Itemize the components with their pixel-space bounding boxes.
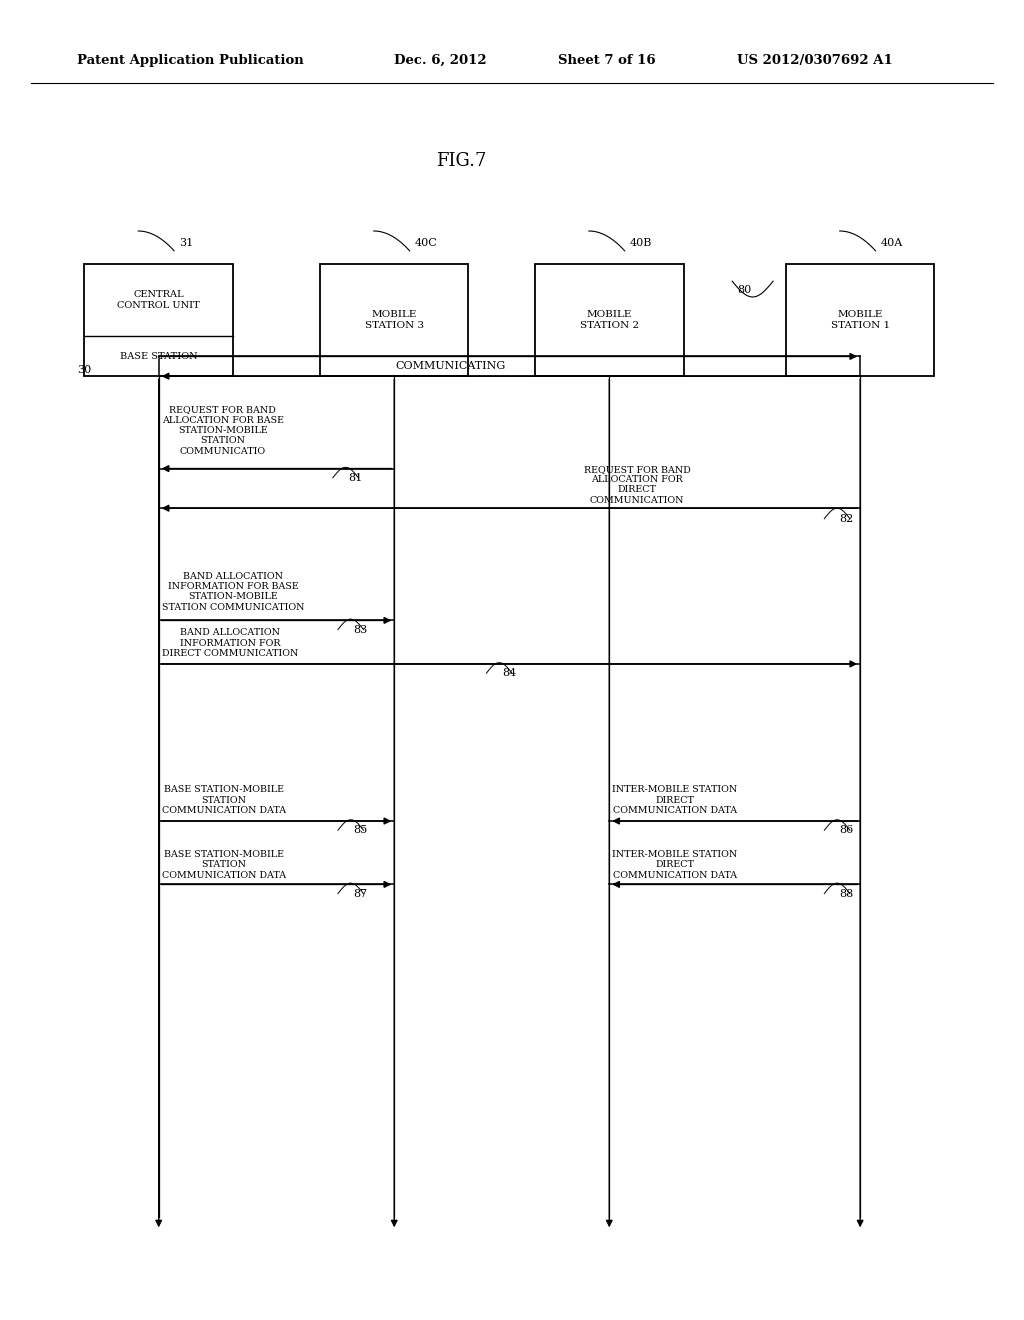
Text: Patent Application Publication: Patent Application Publication [77, 54, 303, 67]
Text: 80: 80 [737, 285, 752, 296]
Text: BAND ALLOCATION
INFORMATION FOR BASE
STATION-MOBILE
STATION COMMUNICATION: BAND ALLOCATION INFORMATION FOR BASE STA… [162, 572, 304, 611]
Text: 30: 30 [77, 364, 91, 375]
Text: FIG.7: FIG.7 [435, 152, 486, 170]
Text: INTER-MOBILE STATION
DIRECT
COMMUNICATION DATA: INTER-MOBILE STATION DIRECT COMMUNICATIO… [612, 850, 737, 880]
Text: CENTRAL
CONTROL UNIT: CENTRAL CONTROL UNIT [118, 290, 200, 310]
Text: 40A: 40A [881, 238, 903, 248]
Text: 82: 82 [840, 513, 854, 524]
Bar [84, 264, 232, 376]
Text: 86: 86 [840, 825, 854, 836]
Text: MOBILE
STATION 3: MOBILE STATION 3 [365, 310, 424, 330]
Text: COMMUNICATING: COMMUNICATING [395, 360, 506, 371]
Text: 83: 83 [353, 624, 368, 635]
Text: Dec. 6, 2012: Dec. 6, 2012 [394, 54, 486, 67]
Bar [535, 264, 684, 376]
Text: MOBILE
STATION 2: MOBILE STATION 2 [580, 310, 639, 330]
Text: 87: 87 [353, 888, 368, 899]
Text: BASE STATION: BASE STATION [120, 351, 198, 360]
Text: REQUEST FOR BAND
ALLOCATION FOR
DIRECT
COMMUNICATION: REQUEST FOR BAND ALLOCATION FOR DIRECT C… [584, 465, 690, 504]
Text: BASE STATION-MOBILE
STATION
COMMUNICATION DATA: BASE STATION-MOBILE STATION COMMUNICATIO… [162, 785, 286, 816]
Text: INTER-MOBILE STATION
DIRECT
COMMUNICATION DATA: INTER-MOBILE STATION DIRECT COMMUNICATIO… [612, 785, 737, 816]
Bar [319, 264, 469, 376]
Text: 81: 81 [348, 473, 362, 483]
Text: 88: 88 [840, 888, 854, 899]
Text: REQUEST FOR BAND
ALLOCATION FOR BASE
STATION-MOBILE
STATION
COMMUNICATIO: REQUEST FOR BAND ALLOCATION FOR BASE STA… [162, 405, 284, 455]
Text: 85: 85 [353, 825, 368, 836]
Text: BAND ALLOCATION
INFORMATION FOR
DIRECT COMMUNICATION: BAND ALLOCATION INFORMATION FOR DIRECT C… [162, 628, 298, 659]
Text: BASE STATION-MOBILE
STATION
COMMUNICATION DATA: BASE STATION-MOBILE STATION COMMUNICATIO… [162, 850, 286, 880]
Text: US 2012/0307692 A1: US 2012/0307692 A1 [737, 54, 893, 67]
Text: 31: 31 [179, 238, 194, 248]
Text: Sheet 7 of 16: Sheet 7 of 16 [558, 54, 655, 67]
Text: 40C: 40C [415, 238, 437, 248]
Text: 84: 84 [502, 668, 516, 678]
Text: MOBILE
STATION 1: MOBILE STATION 1 [830, 310, 890, 330]
Bar [786, 264, 934, 376]
Text: 40B: 40B [630, 238, 652, 248]
